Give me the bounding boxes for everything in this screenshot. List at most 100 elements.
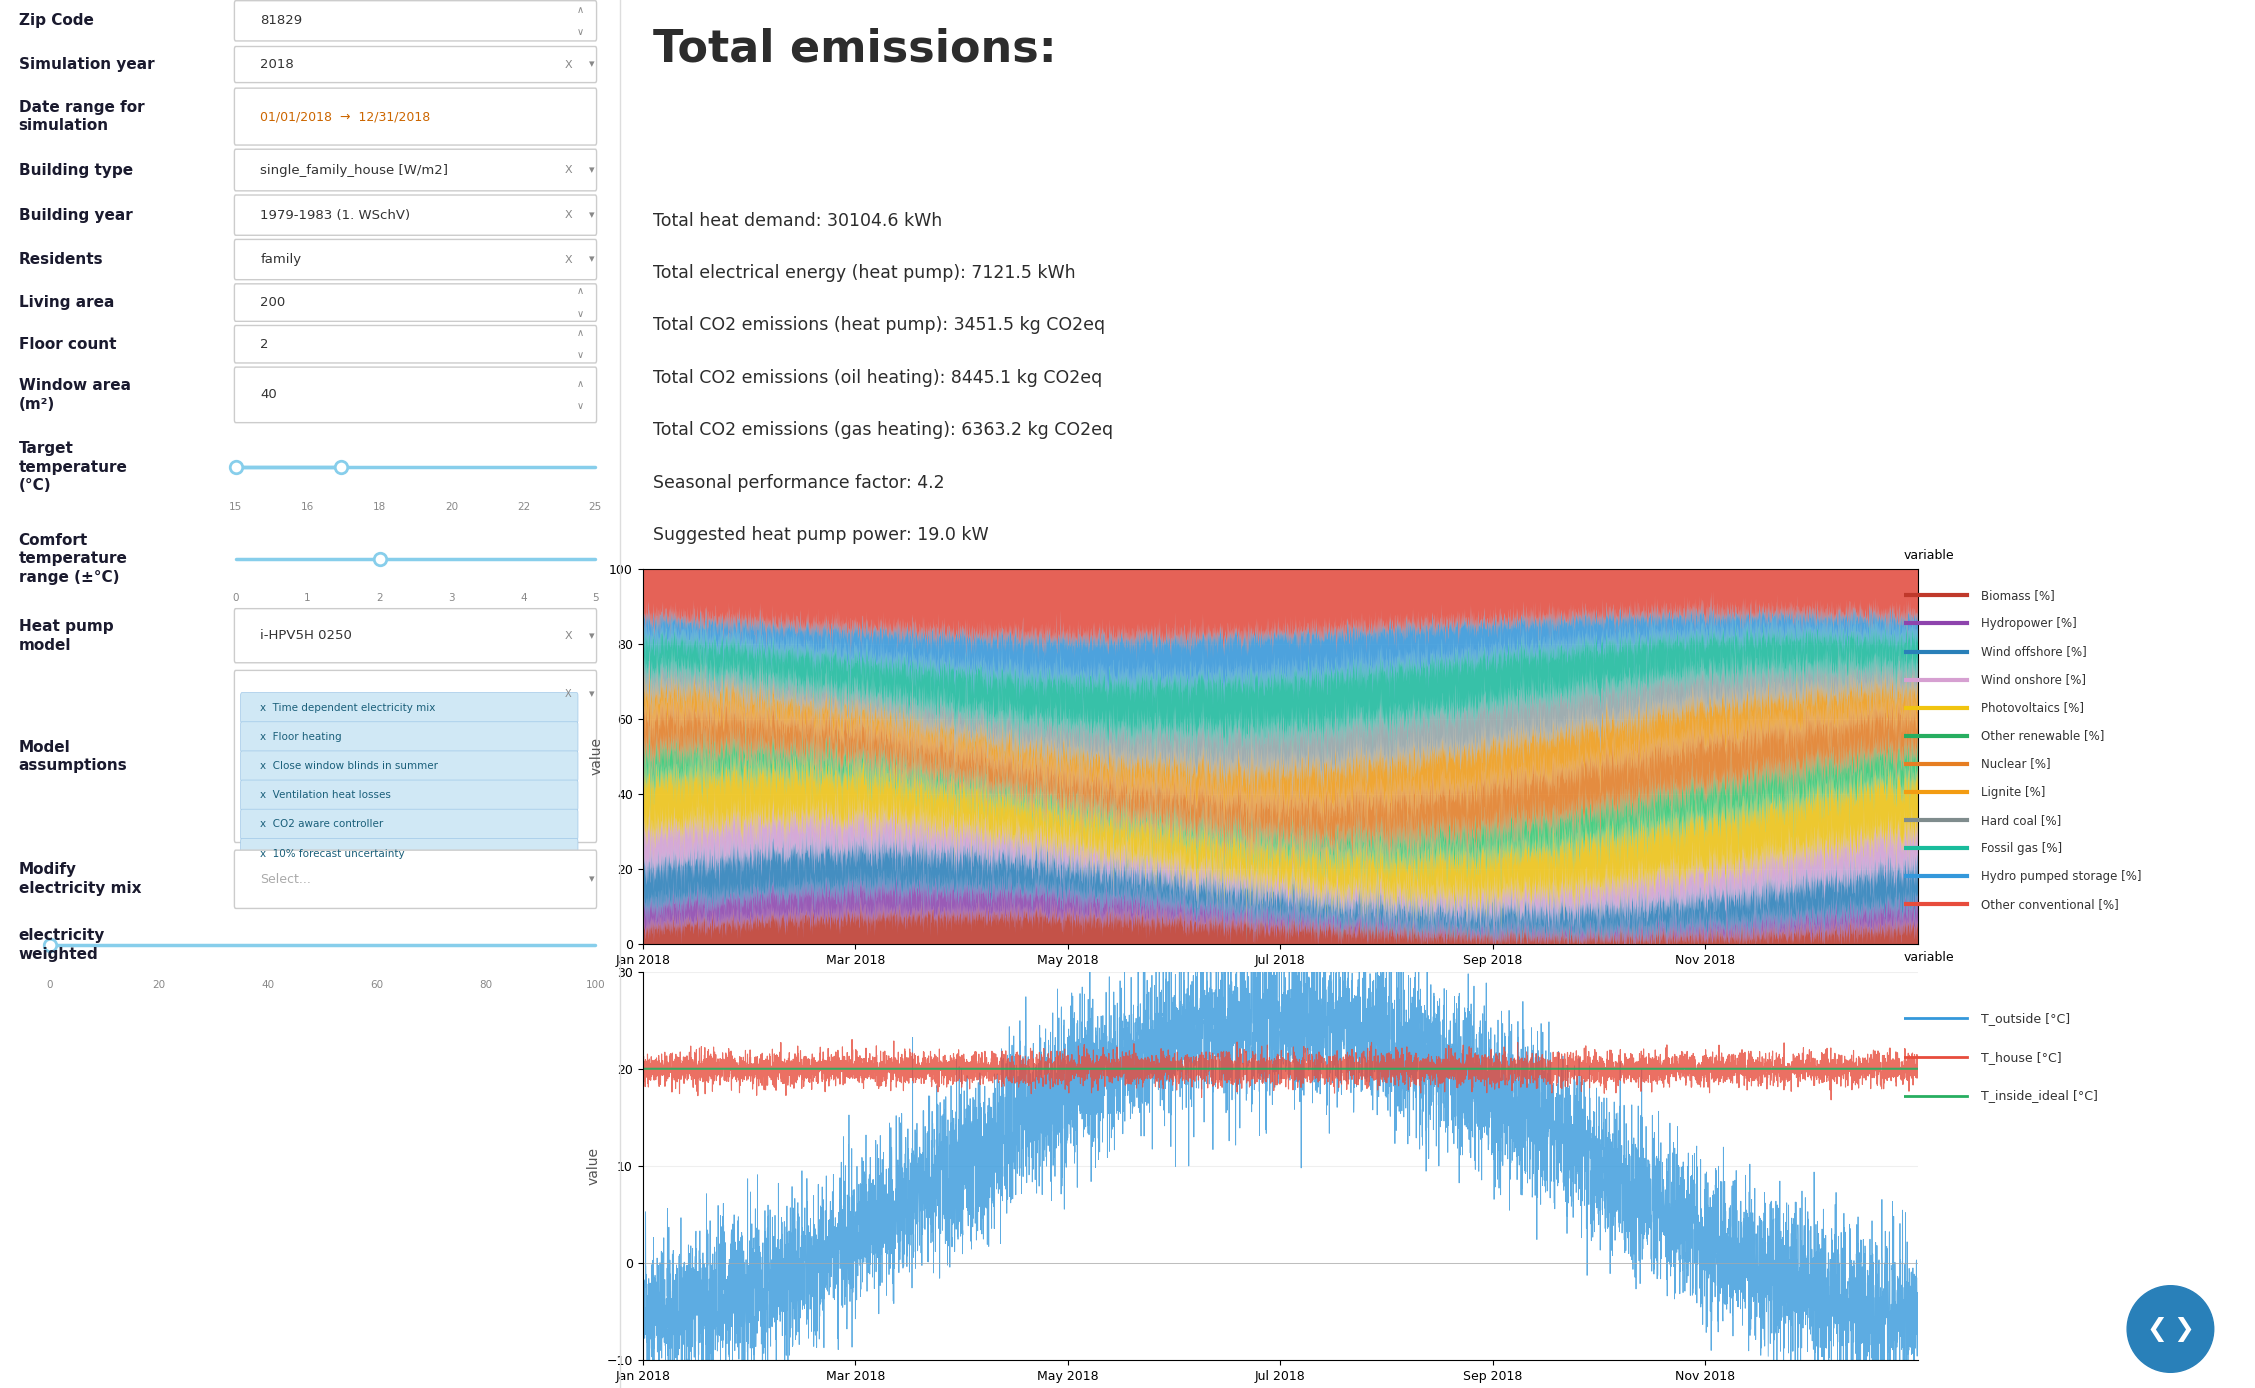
Text: ▾: ▾ [589,210,595,221]
Text: 0: 0 [232,594,239,604]
Text: 20: 20 [151,980,165,990]
FancyBboxPatch shape [235,240,598,280]
Text: Lignite [%]: Lignite [%] [1980,786,2045,798]
Text: 81829: 81829 [259,14,302,28]
Text: 18: 18 [372,502,386,512]
FancyBboxPatch shape [235,47,598,83]
FancyBboxPatch shape [235,89,598,146]
Text: 40: 40 [262,980,275,990]
FancyBboxPatch shape [241,780,577,811]
Text: Residents: Residents [18,253,104,266]
Text: 25: 25 [589,502,602,512]
Text: ∨: ∨ [577,401,584,411]
Text: Floor count: Floor count [18,337,115,351]
Text: ▾: ▾ [589,165,595,175]
Text: 60: 60 [370,980,383,990]
Text: x  Floor heating: x Floor heating [259,731,343,743]
Text: Simulation year: Simulation year [18,57,153,72]
Text: 15: 15 [230,502,241,512]
FancyBboxPatch shape [235,285,598,322]
Text: T_house [°C]: T_house [°C] [1980,1051,2061,1063]
Text: Wind onshore [%]: Wind onshore [%] [1980,673,2086,686]
Text: 5: 5 [593,594,598,604]
Text: Hard coal [%]: Hard coal [%] [1980,813,2061,827]
Text: ▾: ▾ [589,254,595,265]
FancyBboxPatch shape [235,196,598,236]
Text: single_family_house [W/m2]: single_family_house [W/m2] [259,164,449,176]
Text: ∧: ∧ [577,4,584,15]
Text: ❯: ❯ [2174,1316,2194,1342]
Text: 20: 20 [444,502,458,512]
Text: i-HPV5H 0250: i-HPV5H 0250 [259,629,352,643]
Text: 1: 1 [304,594,311,604]
Text: Model
assumptions: Model assumptions [18,740,126,773]
Text: ∨: ∨ [577,26,584,37]
FancyBboxPatch shape [235,849,598,909]
Text: electricity
weighted: electricity weighted [18,929,106,962]
Text: 3: 3 [449,594,456,604]
Text: Building year: Building year [18,208,133,222]
FancyBboxPatch shape [235,368,598,423]
Text: Other conventional [%]: Other conventional [%] [1980,898,2120,911]
Text: Window area
(m²): Window area (m²) [18,378,131,412]
Y-axis label: value: value [589,737,604,776]
Text: Seasonal performance factor: 4.2: Seasonal performance factor: 4.2 [654,473,945,491]
FancyBboxPatch shape [241,693,577,723]
Text: ▾: ▾ [589,630,595,641]
Text: 1979-1983 (1. WSchV): 1979-1983 (1. WSchV) [259,208,410,222]
Text: Photovoltaics [%]: Photovoltaics [%] [1980,701,2084,715]
Text: 80: 80 [480,980,494,990]
Text: Nuclear [%]: Nuclear [%] [1980,758,2050,770]
Text: ❮: ❮ [2147,1316,2167,1342]
Text: x  Ventilation heat losses: x Ventilation heat losses [259,790,392,801]
Text: variable: variable [1903,951,1955,963]
Text: Zip Code: Zip Code [18,14,92,28]
FancyBboxPatch shape [235,150,598,192]
Text: X: X [564,630,573,641]
Text: Fossil gas [%]: Fossil gas [%] [1980,841,2061,855]
Text: Total heat demand: 30104.6 kWh: Total heat demand: 30104.6 kWh [654,211,943,229]
Text: 16: 16 [300,502,313,512]
FancyBboxPatch shape [241,838,577,869]
Text: Wind offshore [%]: Wind offshore [%] [1980,645,2086,658]
Text: T_inside_ideal [°C]: T_inside_ideal [°C] [1980,1090,2097,1102]
FancyBboxPatch shape [235,326,598,364]
Text: x  Close window blinds in summer: x Close window blinds in summer [259,761,437,772]
FancyBboxPatch shape [241,722,577,752]
Text: ∨: ∨ [577,350,584,361]
Text: Total CO2 emissions (gas heating): 6363.2 kg CO2eq: Total CO2 emissions (gas heating): 6363.… [654,422,1114,440]
Text: 200: 200 [259,296,286,310]
Text: Building type: Building type [18,162,133,178]
Text: Date range for
simulation: Date range for simulation [18,100,144,133]
Text: family: family [259,253,302,266]
Text: Select...: Select... [259,873,311,886]
Text: T_outside [°C]: T_outside [°C] [1980,1012,2070,1024]
FancyBboxPatch shape [235,1,598,42]
Text: Modify
electricity mix: Modify electricity mix [18,862,142,897]
Text: Total electrical energy (heat pump): 7121.5 kWh: Total electrical energy (heat pump): 712… [654,264,1076,282]
Text: ∧: ∧ [577,286,584,297]
Text: 40: 40 [259,389,277,401]
Text: Living area: Living area [18,296,115,310]
Text: Hydropower [%]: Hydropower [%] [1980,616,2077,630]
Text: Target
temperature
(°C): Target temperature (°C) [18,441,129,493]
Text: Hydro pumped storage [%]: Hydro pumped storage [%] [1980,870,2142,883]
X-axis label: index: index [1261,972,1299,985]
Text: 01/01/2018  →  12/31/2018: 01/01/2018 → 12/31/2018 [259,110,431,124]
Text: Heat pump
model: Heat pump model [18,619,113,652]
Circle shape [2126,1285,2214,1373]
Text: ∧: ∧ [577,328,584,339]
Text: 100: 100 [586,980,604,990]
Text: Comfort
temperature
range (±°C): Comfort temperature range (±°C) [18,533,129,584]
Text: Other renewable [%]: Other renewable [%] [1980,729,2104,743]
Y-axis label: value: value [586,1146,602,1185]
Text: Total CO2 emissions (heat pump): 3451.5 kg CO2eq: Total CO2 emissions (heat pump): 3451.5 … [654,316,1105,335]
FancyBboxPatch shape [241,751,577,781]
FancyBboxPatch shape [235,609,598,663]
FancyBboxPatch shape [241,809,577,840]
Text: X: X [564,254,573,265]
Text: x  Time dependent electricity mix: x Time dependent electricity mix [259,702,435,713]
Text: Biomass [%]: Biomass [%] [1980,589,2054,602]
Text: Total emissions:: Total emissions: [654,28,1055,69]
Text: 4: 4 [521,594,528,604]
